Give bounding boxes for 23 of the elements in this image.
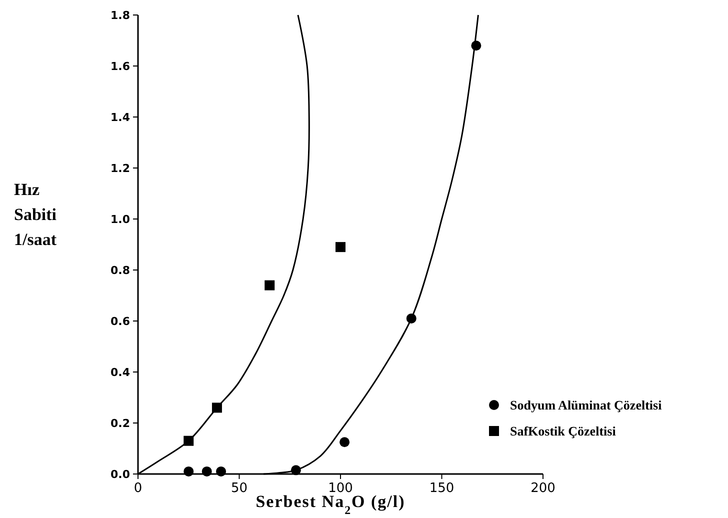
point	[202, 466, 212, 476]
y-axis-title: Hız Sabiti 1/saat	[14, 180, 57, 249]
y-tick-label: 0.2	[110, 416, 130, 430]
y-tick-label: 0.4	[110, 366, 130, 379]
y-tick-label: 1.4	[110, 110, 130, 124]
point	[184, 466, 194, 476]
point	[340, 437, 350, 448]
x-tick-label: 150	[429, 481, 454, 496]
y-tick-label: 0.8	[110, 264, 130, 277]
legend-label: Sodyum Alüminat Çözeltisi	[510, 398, 662, 413]
y-tick-label: 1.8	[110, 8, 130, 22]
legend-label: SafKostik Çözeltisi	[510, 424, 616, 439]
x-tick-label: 0	[134, 481, 142, 496]
point	[216, 466, 226, 476]
point	[336, 242, 346, 252]
x-tick-label: 50	[230, 481, 248, 496]
y-tick-label: 0.0	[110, 468, 130, 481]
y-tick-label: 1.2	[110, 162, 130, 175]
point	[264, 280, 275, 290]
y-tick-label: 1.0	[110, 212, 130, 226]
y-tick-label: 1.6	[110, 60, 130, 73]
y-tick-label: 0.6	[110, 314, 130, 328]
x-tick-label: 200	[530, 481, 556, 496]
